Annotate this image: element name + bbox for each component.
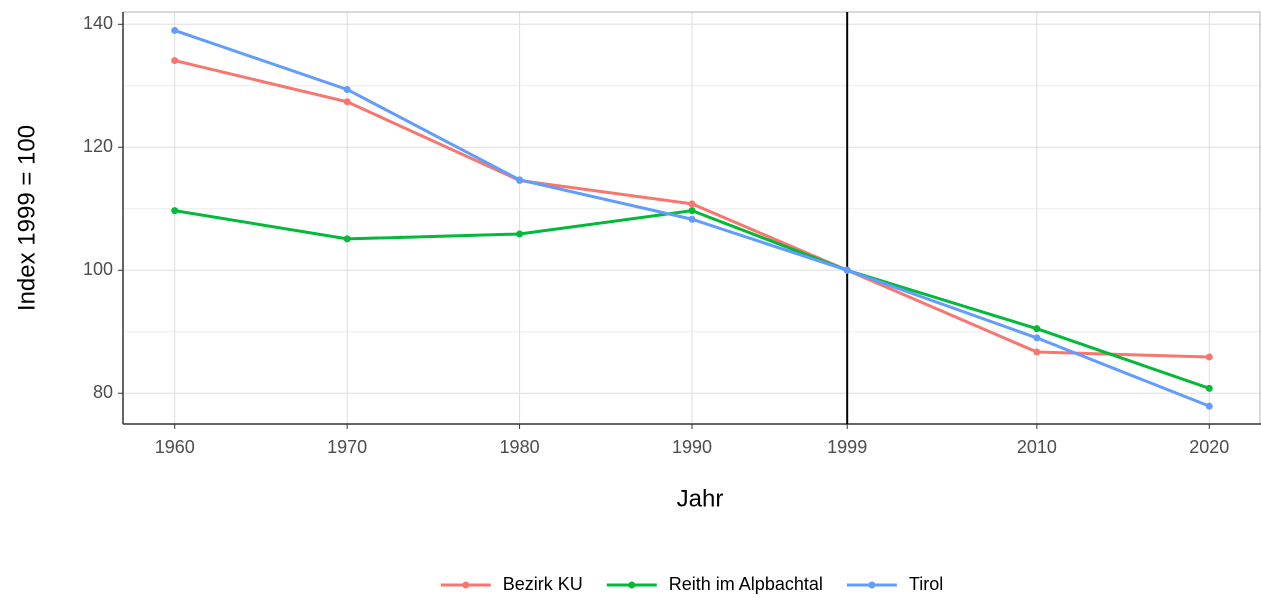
y-tick-label: 100 — [83, 259, 113, 279]
y-tick-label: 140 — [83, 13, 113, 33]
x-tick-label: 1999 — [827, 437, 867, 457]
point — [343, 98, 351, 106]
point — [343, 235, 351, 243]
point — [1033, 348, 1041, 356]
point — [1205, 402, 1213, 410]
point — [1033, 325, 1041, 333]
y-tick-label: 80 — [93, 382, 113, 402]
x-tick-label: 2010 — [1017, 437, 1057, 457]
x-axis-label: Jahr — [677, 485, 724, 512]
legend-label: Bezirk KU — [503, 574, 583, 594]
point — [1205, 353, 1213, 361]
x-tick-label: 1990 — [672, 437, 712, 457]
point — [171, 26, 179, 34]
point — [171, 207, 179, 215]
legend-label: Reith im Alpbachtal — [669, 574, 823, 594]
x-tick-label: 1980 — [500, 437, 540, 457]
point — [1205, 384, 1213, 392]
point — [843, 266, 851, 274]
y-axis-label: Index 1999 = 100 — [13, 125, 40, 311]
y-tick-label: 120 — [83, 136, 113, 156]
point — [688, 207, 696, 215]
legend-key-point — [462, 581, 470, 589]
legend-key-point — [868, 581, 876, 589]
x-tick-label: 2020 — [1189, 437, 1229, 457]
point — [1033, 334, 1041, 342]
point — [343, 85, 351, 93]
x-tick-label: 1960 — [155, 437, 195, 457]
point — [516, 230, 524, 238]
legend-key-point — [628, 581, 636, 589]
legend-label: Tirol — [909, 574, 943, 594]
point — [688, 215, 696, 223]
x-tick-label: 1970 — [327, 437, 367, 457]
point — [171, 57, 179, 65]
point — [516, 176, 524, 184]
point — [688, 200, 696, 208]
